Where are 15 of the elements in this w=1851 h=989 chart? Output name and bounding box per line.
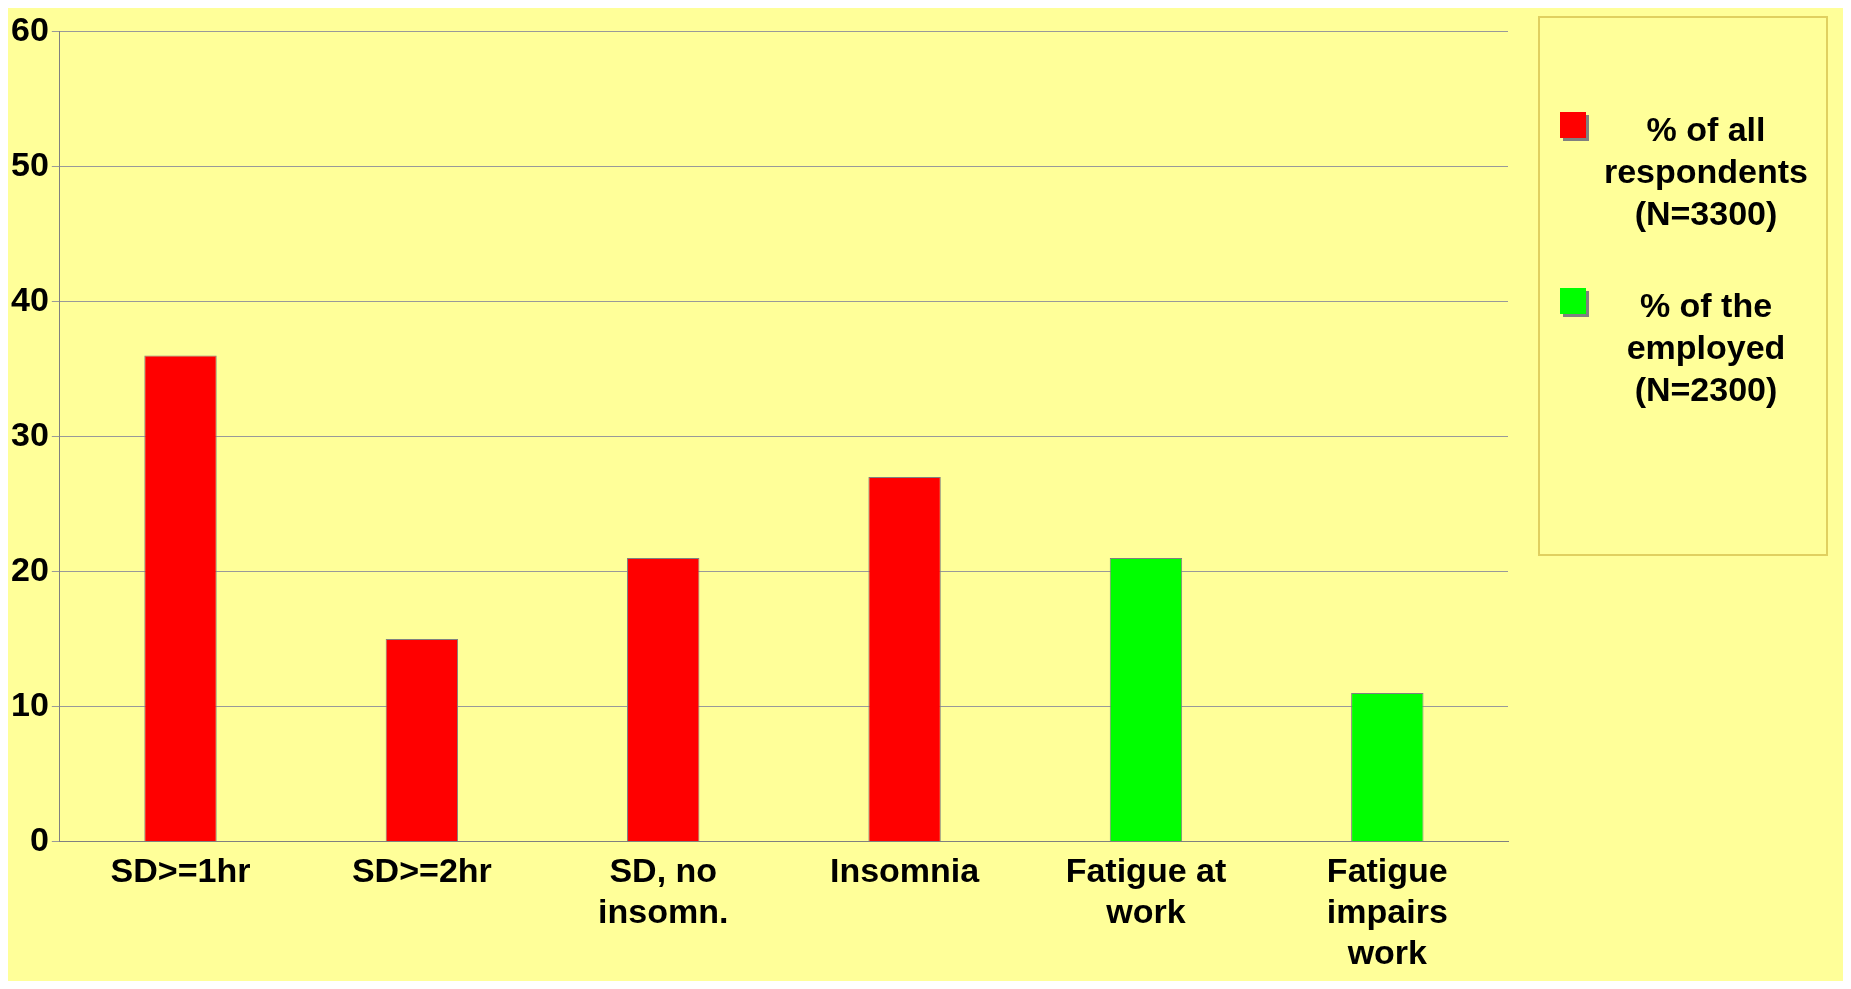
y-tick-label: 20	[10, 549, 49, 588]
y-tick-label: 10	[10, 684, 49, 723]
legend-label: % of the employed (N=2300)	[1625, 285, 1787, 410]
x-tick-label: Insomnia	[829, 851, 981, 890]
x-tick-label: Fatigue impairs work	[1326, 851, 1448, 971]
x-tick-label: SD>=2hr	[351, 851, 492, 890]
x-tick-label: SD, no insomn.	[598, 851, 729, 931]
x-tick-label: Fatigue at work	[1065, 851, 1227, 931]
y-tick-label: 60	[10, 9, 49, 48]
y-tick-label: 30	[10, 414, 49, 453]
y-tick-label: 40	[10, 279, 49, 318]
y-tick-label: 50	[10, 144, 49, 183]
legend-label: % of all respondents (N=3300)	[1602, 109, 1809, 234]
x-tick-label: SD>=1hr	[110, 851, 251, 890]
y-tick-label: 0	[29, 819, 49, 858]
